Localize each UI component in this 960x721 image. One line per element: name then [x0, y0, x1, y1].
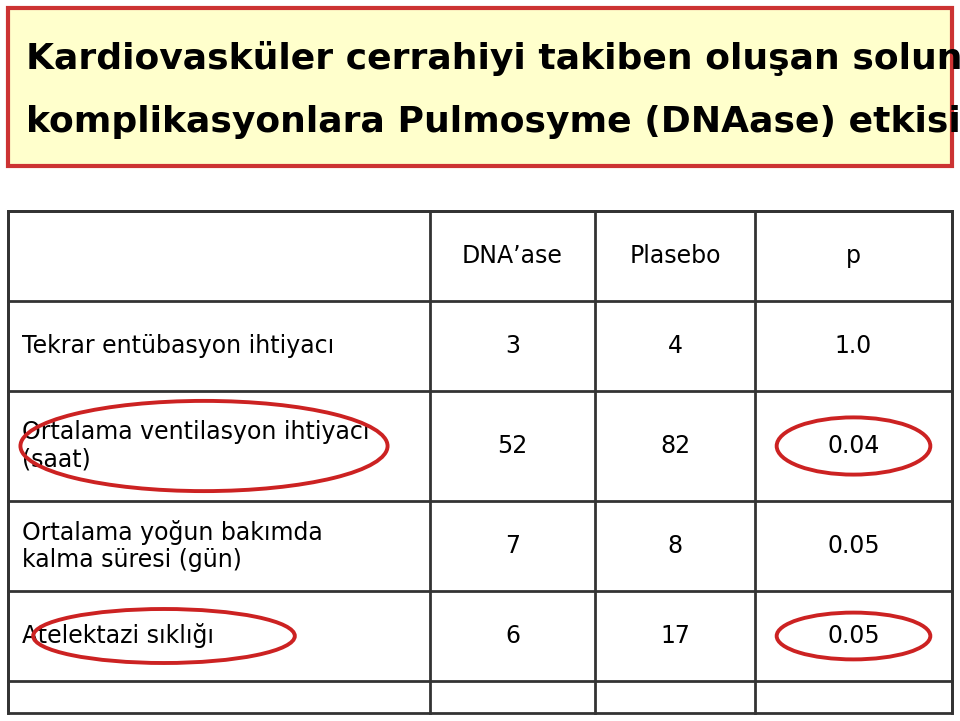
- Text: 0.05: 0.05: [828, 534, 879, 558]
- Text: Plasebo: Plasebo: [629, 244, 721, 268]
- Text: 1.0: 1.0: [835, 334, 872, 358]
- Text: 0.04: 0.04: [828, 434, 879, 458]
- Text: 0.05: 0.05: [828, 624, 879, 648]
- Text: 6: 6: [505, 624, 520, 648]
- Text: DNA’ase: DNA’ase: [462, 244, 563, 268]
- Text: Kardiovasküler cerrahiyi takiben oluşan solunumsal: Kardiovasküler cerrahiyi takiben oluşan …: [26, 41, 960, 76]
- Text: Ortalama ventilasyon ihtiyacı
(saat): Ortalama ventilasyon ihtiyacı (saat): [22, 420, 370, 472]
- Text: 17: 17: [660, 624, 690, 648]
- Text: p: p: [846, 244, 861, 268]
- Text: Tekrar entübasyon ihtiyacı: Tekrar entübasyon ihtiyacı: [22, 334, 334, 358]
- Text: komplikasyonlara Pulmosyme (DNAase) etkisi nedir?: komplikasyonlara Pulmosyme (DNAase) etki…: [26, 105, 960, 138]
- Text: 7: 7: [505, 534, 520, 558]
- Text: 82: 82: [660, 434, 690, 458]
- Text: 8: 8: [667, 534, 683, 558]
- Text: 3: 3: [505, 334, 520, 358]
- Text: 52: 52: [497, 434, 528, 458]
- FancyBboxPatch shape: [8, 8, 952, 166]
- Text: 4: 4: [667, 334, 683, 358]
- Text: Atelektazi sıklığı: Atelektazi sıklığı: [22, 624, 214, 648]
- Text: Ortalama yoğun bakımda
kalma süresi (gün): Ortalama yoğun bakımda kalma süresi (gün…: [22, 520, 323, 572]
